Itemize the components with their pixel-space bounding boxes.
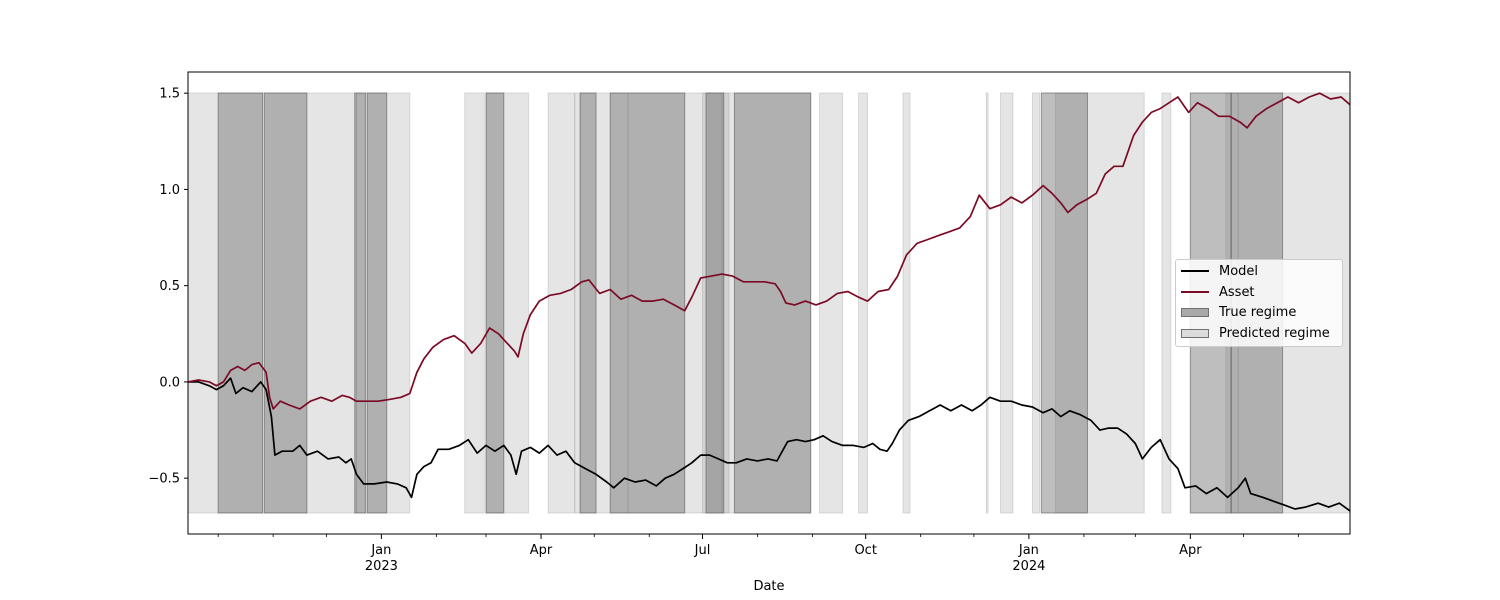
true-regime-band (485, 92, 505, 514)
legend-label-true-regime: True regime (1219, 304, 1297, 320)
y-tick-label: −0.5 (148, 472, 180, 487)
true-regime-band (1040, 92, 1088, 514)
x-tick-label: Jan (370, 543, 391, 558)
legend-swatch-predicted-regime (1181, 328, 1209, 338)
predicted-regime-band (721, 92, 812, 514)
legend-label-predicted-regime: Predicted regime (1219, 325, 1330, 341)
x-tick-label: Jul (694, 543, 711, 558)
x-tick-label: Apr (530, 543, 553, 558)
series-line-asset (187, 92, 1351, 410)
y-tick-label: 1.0 (159, 183, 180, 198)
predicted-regime-band (485, 92, 530, 514)
legend-swatch-model (1181, 270, 1209, 272)
predicted-regime-band (1161, 92, 1172, 514)
true-regime-band (263, 92, 308, 514)
predicted-regime-band (858, 92, 868, 514)
legend-label-model: Model (1219, 263, 1259, 279)
x-tick-label: Apr (1179, 543, 1202, 558)
predicted-regime-band (902, 92, 911, 514)
legend-item-predicted-regime: Predicted regime (1176, 323, 1330, 343)
predicted-regime-band (627, 92, 730, 514)
predicted-regime-band (464, 92, 485, 514)
x-tick-year-label: 2024 (1012, 559, 1045, 574)
legend-swatch-true-regime (1181, 307, 1209, 317)
predicted-regime-band (1055, 92, 1145, 514)
true-regime-band (354, 92, 366, 514)
predicted-regime-band (574, 92, 629, 514)
true-regime-band (705, 92, 725, 514)
predicted-regime-band (187, 92, 358, 514)
true-regime-band (366, 92, 388, 514)
predicted-regime-band (1031, 92, 1041, 514)
predicted-regime-band (985, 92, 989, 514)
legend-swatch-asset (1181, 291, 1209, 293)
x-tick-label: Oct (854, 543, 876, 558)
predicted-regime-band (547, 92, 576, 514)
predicted-regime-band (1000, 92, 1014, 514)
plot-area-frame (187, 71, 1351, 535)
legend: Model Asset True regime Predicted regime (1175, 259, 1343, 347)
x-axis-title: Date (753, 579, 784, 594)
series-lines (187, 92, 1351, 512)
y-axis: −0.5 0.0 0.5 1.0 1.5 (148, 87, 188, 487)
true-regime-band (609, 92, 686, 514)
x-tick-label: Jan (1018, 543, 1039, 558)
legend-label-asset: Asset (1219, 284, 1255, 300)
true-regime-band (579, 92, 597, 514)
series-line-model (188, 377, 1351, 512)
legend-item-model: Model (1176, 261, 1258, 281)
legend-item-true-regime: True regime (1176, 302, 1296, 322)
y-tick-label: 0.0 (159, 375, 180, 390)
legend-item-asset: Asset (1176, 282, 1255, 302)
x-tick-year-label: 2023 (365, 559, 398, 574)
y-tick-label: 0.5 (159, 279, 180, 294)
y-tick-label: 1.5 (159, 87, 180, 102)
true-regime-band (217, 92, 264, 514)
